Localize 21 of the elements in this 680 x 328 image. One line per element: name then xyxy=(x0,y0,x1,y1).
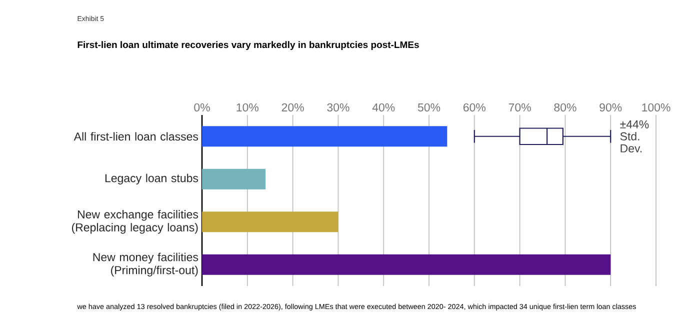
x-tick-label: 80% xyxy=(554,103,576,112)
x-tick-label: 10% xyxy=(236,103,258,112)
x-tick-label: 0% xyxy=(194,103,210,112)
y-tick-label: All first-lien loan classes xyxy=(74,132,198,141)
x-tick-label: 90% xyxy=(600,103,622,112)
chart-title: First-lien loan ultimate recoveries vary markedly in bankruptcies post-LMEs xyxy=(78,41,419,50)
bar xyxy=(202,168,266,190)
bar xyxy=(202,126,448,147)
x-tick-label: 100% xyxy=(642,103,670,112)
x-tick-label: 20% xyxy=(282,103,304,112)
annotation: ±44% Std. Dev. xyxy=(620,120,649,152)
bar xyxy=(202,254,611,275)
x-tick-label: 60% xyxy=(463,103,486,112)
y-tick-label: New money facilities (Priming/first-out) xyxy=(93,252,198,276)
x-tick-label: 30% xyxy=(327,103,350,112)
y-tick-label: New exchange facilities (Replacing legacy loans) xyxy=(72,210,198,234)
bar xyxy=(202,212,338,232)
x-tick-label: 50% xyxy=(418,103,440,112)
x-tick-label: 40% xyxy=(372,103,395,112)
x-tick-label: 70% xyxy=(508,103,531,112)
y-tick-label: Legacy loan stubs xyxy=(105,174,198,184)
